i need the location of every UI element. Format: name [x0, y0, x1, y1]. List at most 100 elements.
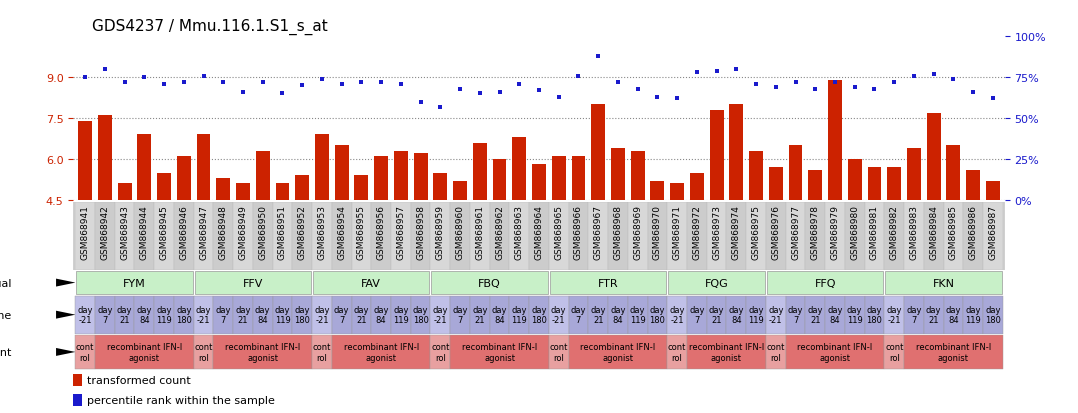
Text: GSM868948: GSM868948 — [219, 204, 227, 259]
Text: cont
rol: cont rol — [885, 342, 903, 362]
Bar — [253, 202, 273, 271]
Bar — [114, 202, 135, 271]
Point — [195, 73, 212, 80]
Point — [668, 96, 686, 102]
Bar — [983, 296, 1003, 334]
Bar — [451, 335, 549, 369]
Bar — [154, 202, 174, 271]
Text: GSM868970: GSM868970 — [653, 204, 662, 259]
Text: day
180: day 180 — [176, 305, 192, 325]
Text: GSM868982: GSM868982 — [889, 204, 899, 259]
Bar — [766, 271, 883, 294]
Bar — [233, 296, 253, 334]
Bar — [828, 81, 842, 200]
Text: GSM868981: GSM868981 — [870, 204, 879, 259]
Bar — [95, 335, 194, 369]
Text: GSM868969: GSM868969 — [633, 204, 642, 259]
Text: GSM868953: GSM868953 — [317, 204, 327, 259]
Text: GSM868961: GSM868961 — [475, 204, 484, 259]
Bar — [510, 202, 529, 271]
Bar — [95, 202, 114, 271]
Text: GSM868985: GSM868985 — [949, 204, 958, 259]
Bar — [313, 271, 429, 294]
Point — [471, 91, 488, 97]
Bar — [786, 335, 884, 369]
Bar — [568, 335, 667, 369]
Bar — [552, 157, 566, 200]
Bar — [805, 202, 825, 271]
Bar — [943, 296, 964, 334]
Text: GSM868954: GSM868954 — [337, 204, 346, 259]
Bar — [194, 335, 213, 369]
Text: day
-21: day -21 — [669, 305, 685, 325]
Bar — [73, 374, 82, 386]
Bar — [887, 168, 901, 200]
Bar — [473, 143, 486, 200]
Bar — [966, 171, 980, 200]
Bar — [707, 202, 727, 271]
Point — [215, 80, 232, 86]
Bar — [808, 171, 823, 200]
Text: FTR: FTR — [598, 278, 619, 288]
Bar — [411, 296, 430, 334]
Bar — [489, 296, 510, 334]
Text: day
-21: day -21 — [432, 305, 448, 325]
Bar — [276, 184, 289, 200]
Text: GSM868968: GSM868968 — [613, 204, 622, 259]
Bar — [825, 202, 845, 271]
Bar — [709, 111, 723, 200]
Point — [944, 76, 962, 83]
Point — [353, 80, 370, 86]
Bar — [489, 202, 510, 271]
Text: GSM868947: GSM868947 — [199, 204, 208, 259]
Point — [827, 80, 844, 86]
Text: recombinant IFN-I
agonist: recombinant IFN-I agonist — [107, 342, 182, 362]
Text: GSM868965: GSM868965 — [554, 204, 563, 259]
Bar — [671, 184, 685, 200]
Bar — [845, 202, 865, 271]
Point — [116, 80, 134, 86]
Point — [609, 80, 626, 86]
Text: recombinant IFN-I
agonist: recombinant IFN-I agonist — [225, 342, 301, 362]
Text: cont
rol: cont rol — [766, 342, 785, 362]
Point — [136, 75, 153, 81]
Bar — [608, 296, 627, 334]
Bar — [433, 173, 447, 200]
Text: day
21: day 21 — [591, 305, 606, 325]
Point — [314, 76, 331, 83]
Text: GSM868949: GSM868949 — [238, 204, 248, 259]
Point — [530, 88, 548, 94]
Bar — [213, 202, 233, 271]
Point — [925, 71, 942, 78]
Text: cont
rol: cont rol — [313, 342, 331, 362]
Text: day
-21: day -21 — [768, 305, 784, 325]
Text: GSM868964: GSM868964 — [535, 204, 543, 259]
Bar — [135, 202, 154, 271]
Text: day
21: day 21 — [354, 305, 369, 325]
Bar — [332, 202, 351, 271]
Bar — [746, 296, 766, 334]
Point — [392, 81, 410, 88]
Bar — [568, 202, 589, 271]
Text: GSM868958: GSM868958 — [416, 204, 425, 259]
Bar — [667, 335, 687, 369]
Text: day
84: day 84 — [729, 305, 744, 325]
Bar — [865, 202, 884, 271]
Point — [984, 96, 1001, 102]
Bar — [114, 296, 135, 334]
Text: day
21: day 21 — [472, 305, 487, 325]
Bar — [312, 202, 332, 271]
Text: day
7: day 7 — [907, 305, 922, 325]
Text: GSM868980: GSM868980 — [851, 204, 859, 259]
Point — [787, 80, 804, 86]
Point — [274, 91, 291, 97]
Point — [885, 80, 902, 86]
Bar — [789, 146, 802, 200]
Text: GSM868974: GSM868974 — [732, 204, 741, 259]
Bar — [550, 271, 666, 294]
Text: GSM868957: GSM868957 — [397, 204, 405, 259]
Text: cont
rol: cont rol — [668, 342, 687, 362]
Bar — [884, 335, 904, 369]
Text: GSM868941: GSM868941 — [81, 204, 89, 259]
Point — [431, 104, 448, 111]
